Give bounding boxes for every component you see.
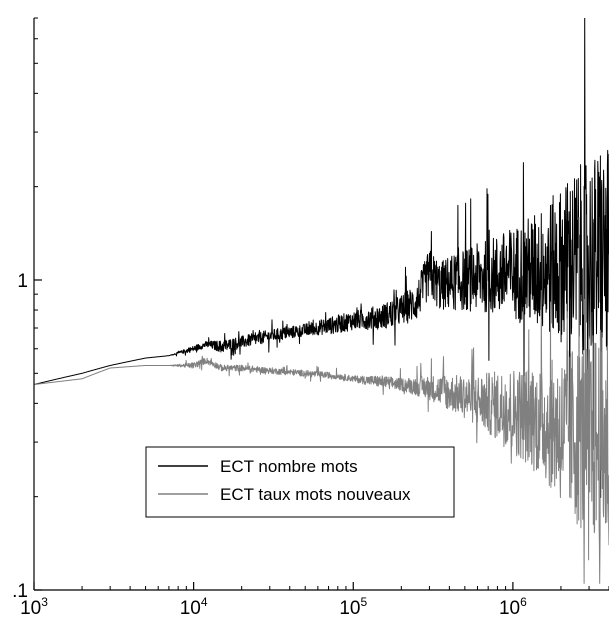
y-ticks: 1.1 [12,17,42,602]
x-ticks: 103 104 105 106 [20,582,609,619]
x-tick-label: 103 [20,595,48,619]
y-tick-label: .1 [12,581,28,602]
plot-area: 103 104 105 106 1.1 [12,17,609,619]
legend-label-series-1: ECT nombre mots [220,457,358,476]
series-line-ect-taux-mots-nouveaux [34,189,609,584]
legend: ECT nombre mots ECT taux mots nouveaux [145,446,455,518]
y-tick-label: 1 [17,271,28,292]
x-tick-label: 106 [499,595,527,619]
legend-label-series-2: ECT taux mots nouveaux [220,485,411,504]
x-tick-label: 104 [180,595,208,619]
x-tick-label: 105 [339,595,367,619]
series-line-ect-nombre-mots [34,18,609,498]
legend-box [145,446,455,518]
series-layer [34,18,609,584]
